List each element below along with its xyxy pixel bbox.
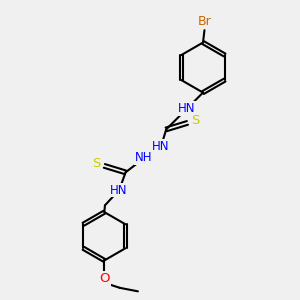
- Text: S: S: [191, 114, 200, 127]
- Text: HN: HN: [110, 184, 128, 196]
- Text: HN: HN: [152, 140, 169, 153]
- Text: O: O: [99, 272, 110, 285]
- Text: HN: HN: [178, 102, 196, 115]
- Text: S: S: [92, 157, 100, 170]
- Text: Br: Br: [198, 15, 212, 28]
- Text: NH: NH: [135, 151, 153, 164]
